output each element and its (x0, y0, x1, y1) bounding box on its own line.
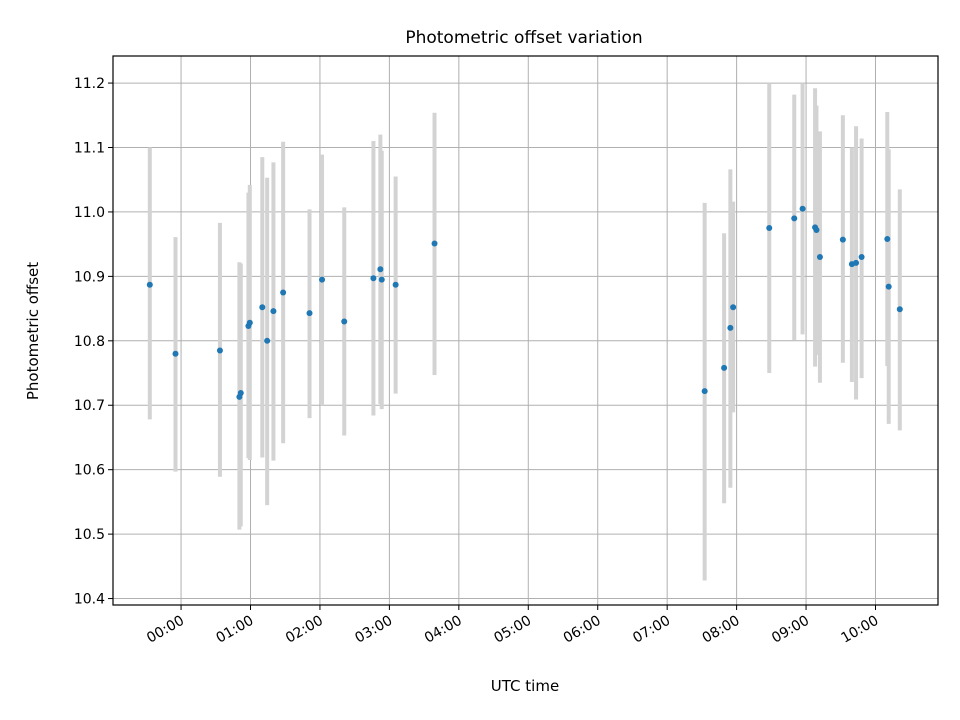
data-point (378, 276, 385, 283)
y-tick-label: 11.2 (74, 76, 105, 92)
data-point (216, 347, 223, 354)
grid-lines (113, 56, 938, 605)
data-point (270, 308, 277, 315)
data-point (701, 388, 708, 395)
y-tick-label: 10.7 (74, 398, 105, 414)
data-points (146, 205, 903, 400)
y-tick-label: 10.4 (74, 592, 105, 608)
data-point (839, 236, 846, 243)
chart-title: Photometric offset variation (405, 28, 642, 48)
data-point (280, 289, 287, 296)
y-tick-label: 10.5 (74, 527, 105, 543)
data-point (341, 318, 348, 325)
data-point (146, 281, 153, 288)
y-axis-ticks: 10.4 10.5 10.6 10.7 10.8 10.9 11.0 11.1 11.2 (74, 76, 113, 608)
data-point (791, 215, 798, 222)
y-tick-label: 11.1 (74, 141, 105, 157)
data-point (858, 254, 865, 261)
data-point (799, 205, 806, 212)
plot-frame (112, 55, 939, 606)
y-tick-label: 10.6 (74, 463, 105, 479)
data-point (392, 281, 399, 288)
y-tick-label: 11.0 (74, 205, 105, 221)
data-point (813, 226, 820, 233)
data-point (319, 276, 326, 283)
y-tick-label: 10.9 (74, 269, 105, 285)
data-point (264, 337, 271, 344)
y-axis-label: Photometric offset (24, 262, 42, 400)
x-axis-label: UTC time (491, 677, 559, 695)
data-point (766, 225, 773, 232)
y-tick-label: 10.8 (74, 334, 105, 350)
data-point (727, 324, 734, 331)
data-point (377, 266, 384, 273)
data-point (721, 364, 728, 371)
data-point (853, 259, 860, 266)
data-point (237, 390, 244, 397)
data-point (306, 310, 313, 317)
data-point (431, 240, 438, 247)
data-point (370, 275, 377, 282)
data-point (816, 254, 823, 261)
data-point (259, 304, 266, 311)
data-point (896, 306, 903, 313)
data-point (730, 304, 737, 311)
data-point (885, 283, 892, 290)
data-point (172, 350, 179, 357)
data-point (884, 236, 891, 242)
data-point (246, 319, 253, 326)
